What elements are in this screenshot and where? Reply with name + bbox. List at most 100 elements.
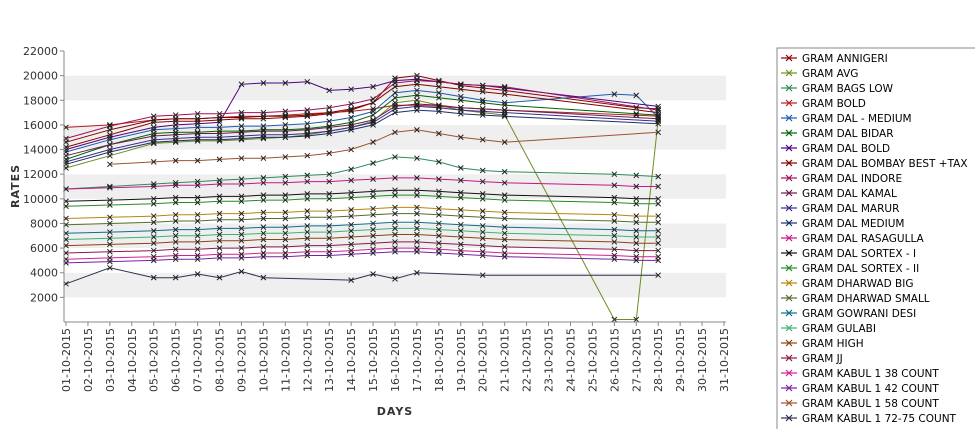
data-point-marker bbox=[611, 246, 618, 253]
data-point-marker bbox=[348, 101, 354, 107]
data-point-marker bbox=[655, 200, 662, 207]
data-point-marker bbox=[304, 208, 311, 214]
data-point-marker bbox=[194, 129, 201, 136]
data-point-marker bbox=[633, 200, 640, 207]
series-line bbox=[65, 80, 659, 139]
data-point-marker bbox=[348, 241, 354, 248]
data-point-marker bbox=[194, 239, 201, 245]
data-point-marker bbox=[282, 80, 289, 86]
data-point-marker bbox=[370, 240, 376, 247]
legend-item-label: GRAM GOWRANI DESI bbox=[802, 308, 916, 320]
data-point-marker bbox=[655, 109, 662, 116]
legend-item-label: GRAM JJ bbox=[802, 353, 843, 365]
data-point-marker bbox=[436, 103, 442, 110]
legend-swatch-marker bbox=[785, 174, 793, 182]
data-point-marker bbox=[194, 199, 201, 206]
x-tick-label: 25-10-2015 bbox=[586, 328, 599, 392]
data-point-marker bbox=[326, 178, 333, 185]
x-tick-label: 08-10-2015 bbox=[214, 328, 227, 392]
legend-swatch-marker bbox=[785, 159, 793, 167]
data-point-marker bbox=[216, 245, 223, 251]
data-point-marker bbox=[150, 124, 157, 131]
data-point-marker bbox=[501, 224, 508, 231]
x-tick-label: 21-10-2015 bbox=[499, 328, 512, 392]
data-point-marker bbox=[260, 134, 267, 141]
data-point-marker bbox=[392, 94, 398, 101]
data-point-marker bbox=[107, 264, 113, 271]
data-point-marker bbox=[436, 176, 442, 182]
data-point-marker bbox=[611, 194, 618, 201]
legend-swatch-marker bbox=[785, 339, 793, 347]
data-point-marker bbox=[501, 215, 508, 222]
x-tick-label: 27-10-2015 bbox=[630, 328, 643, 392]
data-point-marker bbox=[172, 199, 179, 206]
data-point-marker bbox=[260, 175, 267, 181]
data-point-marker bbox=[392, 210, 398, 217]
data-point-marker bbox=[238, 210, 245, 217]
data-point-marker bbox=[107, 202, 113, 208]
data-point-marker bbox=[414, 187, 420, 194]
data-point-marker bbox=[392, 239, 398, 245]
legend-item-label: GRAM DAL BOMBAY BEST +TAX bbox=[802, 158, 968, 170]
data-point-marker bbox=[326, 109, 333, 116]
data-point-marker bbox=[260, 209, 267, 216]
data-point-marker bbox=[348, 166, 354, 173]
x-tick-label: 30-10-2015 bbox=[696, 328, 709, 392]
legend-swatch-marker bbox=[785, 369, 793, 377]
data-point-marker bbox=[282, 253, 289, 260]
y-tick-label: 2000 bbox=[30, 291, 58, 304]
y-tick-label: 4000 bbox=[30, 267, 58, 280]
legend-swatch-marker bbox=[785, 324, 793, 332]
data-point-marker bbox=[107, 149, 113, 155]
data-point-marker bbox=[194, 218, 201, 224]
data-point-marker bbox=[633, 234, 640, 240]
data-point-marker bbox=[479, 178, 486, 185]
data-point-marker bbox=[436, 240, 442, 247]
data-point-marker bbox=[304, 152, 311, 159]
series-line bbox=[65, 206, 659, 219]
legend-item-label: GRAM KABUL 1 42 COUNT bbox=[802, 383, 939, 395]
data-point-marker bbox=[414, 231, 420, 238]
data-point-marker bbox=[633, 227, 640, 234]
data-point-marker bbox=[172, 182, 179, 189]
data-point-marker bbox=[479, 167, 486, 174]
data-point-marker bbox=[348, 213, 354, 219]
legend-swatch-marker bbox=[785, 219, 793, 227]
data-point-marker bbox=[392, 75, 398, 81]
grid-band bbox=[64, 272, 726, 298]
data-point-marker bbox=[457, 241, 464, 248]
data-point-marker bbox=[260, 253, 267, 260]
data-point-marker bbox=[238, 135, 245, 142]
data-point-marker bbox=[238, 114, 245, 121]
data-point-marker bbox=[150, 195, 157, 202]
data-point-marker bbox=[326, 242, 333, 249]
data-point-marker bbox=[326, 171, 333, 178]
y-tick-label: 20000 bbox=[23, 70, 58, 83]
data-point-marker bbox=[655, 115, 662, 122]
data-point-marker bbox=[392, 192, 398, 198]
data-point-marker bbox=[107, 123, 113, 129]
x-tick-label: 03-10-2015 bbox=[104, 328, 117, 392]
data-point-marker bbox=[172, 232, 179, 239]
data-point-marker bbox=[107, 197, 113, 203]
data-point-marker bbox=[107, 131, 113, 138]
legend-item-label: GRAM BAGS LOW bbox=[802, 83, 894, 95]
legend-item-label: GRAM DHARWAD BIG bbox=[802, 278, 913, 290]
legend-item-label: GRAM KABUL 1 72-75 COUNT bbox=[802, 413, 957, 425]
data-point-marker bbox=[282, 122, 289, 128]
data-point-marker bbox=[501, 230, 508, 237]
data-point-marker bbox=[457, 134, 464, 141]
y-tick-label: 10000 bbox=[23, 193, 58, 206]
data-point-marker bbox=[238, 193, 245, 200]
data-point-marker bbox=[107, 184, 113, 191]
data-point-marker bbox=[282, 126, 289, 133]
data-point-marker bbox=[282, 131, 289, 138]
x-tick-label: 20-10-2015 bbox=[477, 328, 490, 392]
legend-swatch-marker bbox=[785, 204, 793, 212]
grid-bands bbox=[64, 51, 726, 322]
data-point-marker bbox=[611, 316, 618, 323]
data-point-marker bbox=[172, 194, 179, 201]
data-point-marker bbox=[172, 218, 179, 224]
data-point-marker bbox=[282, 179, 289, 186]
data-point-marker bbox=[611, 199, 618, 206]
